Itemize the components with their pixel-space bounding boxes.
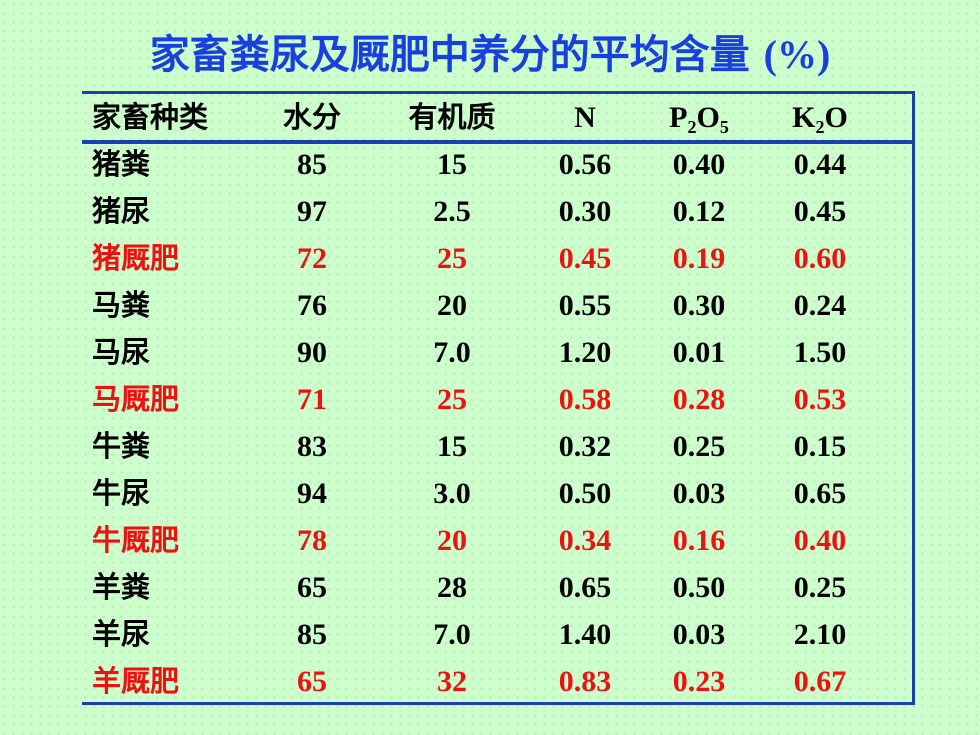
cell-water: 94 bbox=[297, 477, 327, 510]
cell-livestock-type: 猪尿 bbox=[92, 194, 151, 228]
table-frame bbox=[82, 91, 915, 705]
cell-k2o: 0.67 bbox=[793, 665, 847, 698]
cell-organic-matter: 25 bbox=[437, 383, 467, 416]
cell-p2o5: 0.30 bbox=[672, 289, 726, 322]
table-header-row: 家畜种类 水分 有机质 N P2O5 K2O bbox=[82, 94, 915, 141]
cell-organic-matter: 7.0 bbox=[433, 618, 471, 651]
page-title: 家畜粪尿及厩肥中养分的平均含量 (%) bbox=[0, 22, 980, 80]
table-row: 猪厩肥 72 25 0.45 0.19 0.60 bbox=[82, 235, 915, 282]
cell-livestock-type: 羊尿 bbox=[92, 617, 151, 651]
cell-organic-matter: 15 bbox=[437, 148, 467, 181]
cell-organic-matter: 28 bbox=[437, 571, 467, 604]
cell-livestock-type: 马尿 bbox=[92, 335, 151, 369]
cell-livestock-type: 牛尿 bbox=[92, 476, 151, 510]
table-row: 马厩肥 71 25 0.58 0.28 0.53 bbox=[82, 376, 915, 423]
cell-k2o: 0.40 bbox=[793, 524, 847, 557]
header-k2o: K2O bbox=[792, 101, 848, 137]
cell-k2o: 1.50 bbox=[793, 336, 847, 369]
table-row: 羊厩肥 65 32 0.83 0.23 0.67 bbox=[82, 658, 915, 705]
cell-livestock-type: 马厩肥 bbox=[92, 382, 180, 416]
cell-nitrogen: 0.83 bbox=[558, 665, 612, 698]
header-livestock-type: 家畜种类 bbox=[92, 100, 209, 134]
cell-water: 71 bbox=[297, 383, 327, 416]
title-main: 家畜粪尿及厩肥中养分的平均含量 bbox=[149, 32, 750, 78]
table-row: 马粪 76 20 0.55 0.30 0.24 bbox=[82, 282, 915, 329]
cell-p2o5: 0.40 bbox=[672, 148, 726, 181]
table-row: 羊尿 85 7.0 1.40 0.03 2.10 bbox=[82, 611, 915, 658]
cell-water: 76 bbox=[297, 289, 327, 322]
cell-livestock-type: 牛厩肥 bbox=[92, 523, 180, 557]
cell-nitrogen: 0.55 bbox=[558, 289, 612, 322]
table-row: 猪尿 97 2.5 0.30 0.12 0.45 bbox=[82, 188, 915, 235]
cell-p2o5: 0.12 bbox=[672, 195, 726, 228]
cell-nitrogen: 0.50 bbox=[558, 477, 612, 510]
cell-k2o: 0.25 bbox=[793, 571, 847, 604]
header-rule bbox=[82, 140, 915, 144]
cell-p2o5: 0.25 bbox=[672, 430, 726, 463]
cell-water: 65 bbox=[297, 665, 327, 698]
cell-organic-matter: 7.0 bbox=[433, 336, 471, 369]
cell-livestock-type: 牛粪 bbox=[92, 429, 151, 463]
cell-p2o5: 0.03 bbox=[672, 477, 726, 510]
cell-p2o5: 0.01 bbox=[672, 336, 726, 369]
cell-water: 72 bbox=[297, 242, 327, 275]
cell-organic-matter: 20 bbox=[437, 524, 467, 557]
cell-nitrogen: 0.56 bbox=[558, 148, 612, 181]
cell-p2o5: 0.16 bbox=[672, 524, 726, 557]
cell-p2o5: 0.28 bbox=[672, 383, 726, 416]
table-row: 牛厩肥 78 20 0.34 0.16 0.40 bbox=[82, 517, 915, 564]
table-row: 牛尿 94 3.0 0.50 0.03 0.65 bbox=[82, 470, 915, 517]
cell-k2o: 2.10 bbox=[793, 618, 847, 651]
cell-organic-matter: 2.5 bbox=[433, 195, 471, 228]
cell-k2o: 0.24 bbox=[793, 289, 847, 322]
cell-k2o: 0.15 bbox=[793, 430, 847, 463]
table-row: 猪粪 85 15 0.56 0.40 0.44 bbox=[82, 141, 915, 188]
cell-p2o5: 0.03 bbox=[672, 618, 726, 651]
header-water: 水分 bbox=[282, 100, 341, 134]
header-p2o5: P2O5 bbox=[669, 101, 729, 137]
cell-livestock-type: 猪厩肥 bbox=[92, 241, 180, 275]
cell-k2o: 0.45 bbox=[793, 195, 847, 228]
header-organic-matter: 有机质 bbox=[408, 100, 496, 134]
cell-livestock-type: 马粪 bbox=[92, 288, 151, 322]
cell-livestock-type: 羊粪 bbox=[92, 570, 151, 604]
cell-water: 85 bbox=[297, 618, 327, 651]
cell-nitrogen: 0.45 bbox=[558, 242, 612, 275]
cell-k2o: 0.44 bbox=[793, 148, 847, 181]
cell-water: 97 bbox=[297, 195, 327, 228]
cell-water: 78 bbox=[297, 524, 327, 557]
cell-k2o: 0.60 bbox=[793, 242, 847, 275]
table-row: 羊粪 65 28 0.65 0.50 0.25 bbox=[82, 564, 915, 611]
cell-nitrogen: 1.40 bbox=[558, 618, 612, 651]
cell-water: 90 bbox=[297, 336, 327, 369]
cell-nitrogen: 0.30 bbox=[558, 195, 612, 228]
cell-water: 65 bbox=[297, 571, 327, 604]
table-row: 牛粪 83 15 0.32 0.25 0.15 bbox=[82, 423, 915, 470]
cell-nitrogen: 0.58 bbox=[558, 383, 612, 416]
cell-livestock-type: 羊厩肥 bbox=[92, 664, 180, 698]
cell-nitrogen: 0.34 bbox=[558, 524, 612, 557]
cell-k2o: 0.53 bbox=[793, 383, 847, 416]
cell-p2o5: 0.23 bbox=[672, 665, 726, 698]
title-unit: (%) bbox=[763, 32, 831, 77]
cell-nitrogen: 0.65 bbox=[558, 571, 612, 604]
cell-water: 85 bbox=[297, 148, 327, 181]
cell-water: 83 bbox=[297, 430, 327, 463]
cell-organic-matter: 15 bbox=[437, 430, 467, 463]
cell-organic-matter: 25 bbox=[437, 242, 467, 275]
cell-k2o: 0.65 bbox=[793, 477, 847, 510]
cell-p2o5: 0.50 bbox=[672, 571, 726, 604]
cell-nitrogen: 0.32 bbox=[558, 430, 612, 463]
cell-nitrogen: 1.20 bbox=[558, 336, 612, 369]
cell-p2o5: 0.19 bbox=[672, 242, 726, 275]
cell-livestock-type: 猪粪 bbox=[92, 147, 151, 181]
header-nitrogen: N bbox=[574, 101, 596, 134]
table-row: 马尿 90 7.0 1.20 0.01 1.50 bbox=[82, 329, 915, 376]
cell-organic-matter: 3.0 bbox=[433, 477, 471, 510]
cell-organic-matter: 32 bbox=[437, 665, 467, 698]
cell-organic-matter: 20 bbox=[437, 289, 467, 322]
